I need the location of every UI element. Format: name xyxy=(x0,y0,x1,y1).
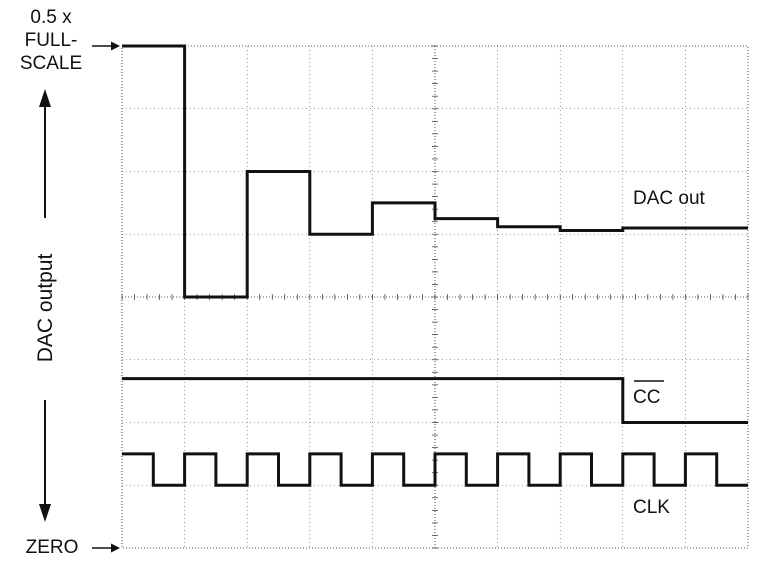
bottom-marker-arrow-icon xyxy=(92,543,120,553)
up-arrow-icon xyxy=(39,89,51,218)
top-marker-arrow-icon xyxy=(92,41,120,51)
trace-dac-out xyxy=(122,44,748,299)
down-arrow-icon xyxy=(39,400,51,522)
trace-clk xyxy=(122,452,748,487)
trace-group xyxy=(122,44,748,487)
plot-frame xyxy=(121,45,749,549)
cc-trace-label: CC xyxy=(633,387,660,408)
y-axis-label: DAC output xyxy=(34,254,57,363)
bottom-marker: ZERO xyxy=(26,537,79,558)
trace-cc xyxy=(122,377,748,424)
top-marker-line2: FULL- xyxy=(25,30,78,51)
top-marker-line1: 0.5 x xyxy=(30,7,72,28)
dac-trace-label: DAC out xyxy=(633,188,706,209)
clk-trace-label: CLK xyxy=(633,497,670,518)
top-marker-line3: SCALE xyxy=(20,53,82,74)
